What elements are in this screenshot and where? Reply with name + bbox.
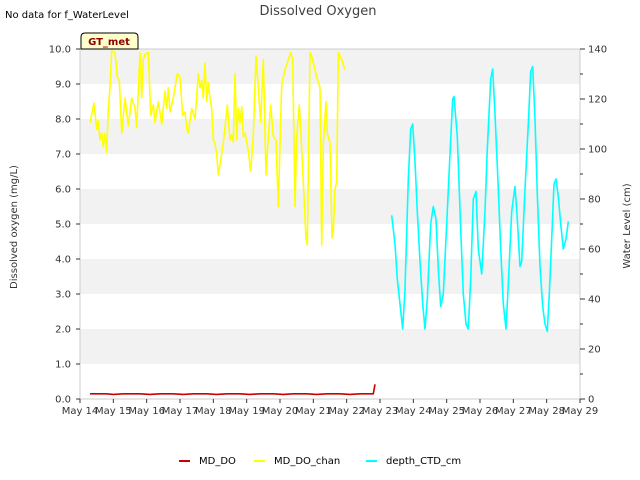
- grid-band: [80, 224, 580, 259]
- x-tick-label: May 16: [128, 406, 165, 417]
- y-tick-label: 5.0: [55, 220, 71, 231]
- x-tick-label: May 17: [162, 406, 199, 417]
- grid-band: [80, 189, 580, 224]
- x-tick-label: May 27: [495, 406, 532, 417]
- legend-label-md-do: MD_DO: [199, 456, 236, 467]
- y2-axis-label: Water Level (cm): [622, 183, 633, 268]
- y2-tick-label: 120: [588, 95, 607, 106]
- y-tick-label: 10.0: [49, 45, 71, 56]
- no-data-note: No data for f_WaterLevel: [5, 10, 129, 21]
- series-line-depth-ctd-cm: [390, 65, 570, 333]
- series-line-md-do: [90, 384, 376, 396]
- grid-band: [80, 49, 580, 84]
- site-badge: GT_met: [80, 32, 139, 50]
- y-tick-label: 6.0: [55, 185, 71, 196]
- series-layer: [89, 49, 570, 396]
- series-line-md-do-chan: [89, 49, 346, 246]
- x-tick-label: May 19: [228, 406, 265, 417]
- y-tick-label: 0.0: [55, 395, 71, 406]
- y-tick-label: 8.0: [55, 115, 71, 126]
- x-tick-label: May 23: [362, 406, 399, 417]
- y2-tick-label: 60: [588, 245, 601, 256]
- site-badge-label: GT_met: [88, 37, 130, 48]
- site-badge-box: [80, 32, 139, 50]
- y-tick-label: 9.0: [55, 80, 71, 91]
- x-tick-label: May 18: [195, 406, 232, 417]
- y-tick-label: 3.0: [55, 290, 71, 301]
- y-tick-label: 1.0: [55, 360, 71, 371]
- chart-title: Dissolved Oxygen: [260, 4, 377, 19]
- x-tick-label: May 29: [562, 406, 599, 417]
- y2-tick-label: 100: [588, 145, 607, 156]
- grid-band: [80, 84, 580, 119]
- x-tick-label: May 20: [262, 406, 299, 417]
- y2-tick-label: 140: [588, 45, 607, 56]
- x-tick-label: May 26: [462, 406, 499, 417]
- y2-tick-label: 0: [588, 395, 594, 406]
- y-axis-label: Dissolved oxygen (mg/L): [9, 165, 20, 289]
- grid-band: [80, 329, 580, 364]
- legend: MD_DO MD_DO_chan depth_CTD_cm: [179, 456, 461, 467]
- y-tick-label: 4.0: [55, 255, 71, 266]
- y-axis-left: 0.0 1.0 2.0 3.0 4.0 5.0 6.0 7.0 8.0 9.0 10.0: [49, 45, 80, 406]
- x-tick-label: May 24: [395, 406, 432, 417]
- x-tick-label: May 14: [62, 406, 99, 417]
- grid-band: [80, 259, 580, 294]
- x-tick-label: May 21: [295, 406, 332, 417]
- y-axis-right: 0 20 40 60 80 100 120 140: [580, 45, 607, 406]
- x-tick-label: May 25: [428, 406, 465, 417]
- y2-tick-label: 20: [588, 345, 601, 356]
- x-tick-label: May 22: [328, 406, 365, 417]
- legend-label-depth-ctd-cm: depth_CTD_cm: [386, 456, 461, 467]
- y2-tick-label: 80: [588, 195, 601, 206]
- y-tick-label: 2.0: [55, 325, 71, 336]
- x-tick-label: May 15: [95, 406, 132, 417]
- legend-label-md-do-chan: MD_DO_chan: [274, 456, 340, 467]
- grid-band: [80, 294, 580, 329]
- background-bands: [80, 49, 580, 399]
- x-tick-label: May 28: [528, 406, 565, 417]
- y2-tick-label: 40: [588, 295, 601, 306]
- y-tick-label: 7.0: [55, 150, 71, 161]
